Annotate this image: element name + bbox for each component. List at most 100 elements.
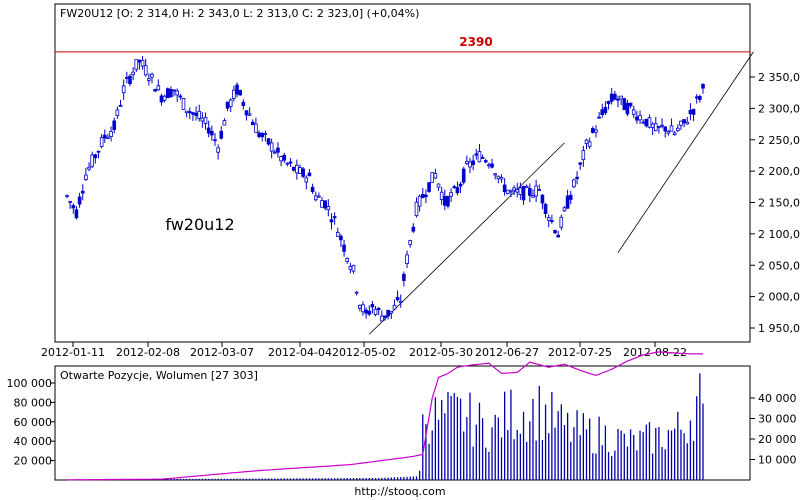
- candle-body: [203, 116, 208, 124]
- candle: [74, 205, 79, 220]
- candle: [581, 145, 586, 167]
- candle-body: [140, 59, 145, 67]
- candle-body: [99, 137, 104, 147]
- candle-body: [443, 195, 447, 206]
- candle-body: [433, 172, 438, 179]
- candle: [345, 257, 350, 264]
- candle: [301, 167, 305, 179]
- candle-body: [187, 111, 192, 113]
- candle: [528, 183, 532, 203]
- candle-body: [635, 116, 639, 121]
- candle-body: [452, 186, 457, 189]
- candle: [505, 189, 510, 195]
- candle-body: [310, 186, 315, 192]
- candle-body: [206, 127, 211, 134]
- candle-body: [578, 162, 583, 165]
- candle: [565, 189, 570, 209]
- candle: [71, 203, 76, 214]
- annotation-box: [160, 210, 254, 238]
- candle-body: [175, 90, 179, 96]
- candle-body: [373, 308, 378, 315]
- candle: [165, 87, 170, 99]
- candle-body: [594, 129, 598, 133]
- candle: [502, 178, 507, 196]
- candle-body: [688, 109, 693, 115]
- candle-body: [354, 291, 359, 294]
- candle-body: [430, 172, 435, 183]
- candle: [562, 206, 567, 212]
- candle: [162, 94, 167, 103]
- candle: [613, 90, 617, 101]
- candle-body: [386, 309, 390, 317]
- candle: [235, 82, 239, 98]
- candle-body: [669, 125, 674, 132]
- candle-body: [225, 101, 230, 109]
- candle: [446, 195, 450, 209]
- candle: [672, 131, 677, 136]
- candle-body: [87, 166, 91, 170]
- candle-body: [266, 138, 271, 145]
- candle: [628, 102, 633, 109]
- candle: [317, 192, 321, 198]
- candle-body: [169, 89, 173, 98]
- candle: [228, 98, 233, 113]
- candle: [682, 119, 686, 128]
- candle-body: [313, 195, 318, 201]
- candle-body: [685, 121, 690, 125]
- price-y-tick-label: 2 050,0: [758, 259, 800, 272]
- candle-body: [162, 95, 167, 101]
- candle: [96, 150, 101, 159]
- candle: [210, 125, 214, 141]
- candle: [339, 234, 343, 247]
- candle-body: [417, 195, 422, 207]
- candle: [213, 133, 217, 146]
- candle: [329, 213, 334, 230]
- candle: [524, 184, 529, 188]
- candle-body: [222, 120, 227, 126]
- candle: [361, 301, 365, 316]
- candle: [65, 194, 69, 199]
- candle-body: [562, 207, 567, 212]
- candle-body: [65, 194, 69, 197]
- candle: [408, 239, 412, 248]
- candle-body: [260, 133, 265, 138]
- candle-body: [653, 123, 658, 132]
- candle-body: [213, 139, 217, 142]
- candle: [433, 168, 438, 179]
- candle: [93, 153, 98, 164]
- candle-body: [458, 183, 463, 187]
- candle-body: [172, 89, 176, 92]
- candle-body: [613, 93, 617, 100]
- candle-body: [622, 98, 627, 111]
- candle-body: [250, 121, 255, 126]
- candle-body: [134, 59, 139, 70]
- candle: [625, 99, 630, 117]
- candle: [417, 194, 422, 212]
- candle-body: [701, 83, 705, 89]
- source-url[interactable]: http://stooq.com: [354, 485, 445, 498]
- candle-body: [499, 177, 504, 180]
- candle: [250, 119, 255, 126]
- price-plot-frame: [54, 3, 751, 343]
- candle: [471, 154, 475, 171]
- candle: [367, 305, 372, 317]
- candle-body: [446, 196, 450, 207]
- candle-body: [165, 88, 170, 99]
- open-interest-line: [67, 351, 703, 481]
- candle-body: [238, 89, 242, 96]
- candle: [616, 95, 620, 108]
- candle-body: [285, 162, 290, 165]
- candle: [559, 214, 564, 231]
- candle-body: [575, 176, 579, 179]
- candle-body: [131, 71, 135, 76]
- candle-body: [228, 99, 233, 107]
- candle-body: [666, 130, 671, 134]
- candle-body: [609, 93, 614, 102]
- candle: [276, 142, 280, 158]
- candle: [383, 315, 387, 321]
- candle-body: [505, 189, 510, 194]
- candle-body: [546, 217, 551, 221]
- candle: [480, 154, 485, 159]
- candle-body: [631, 109, 636, 115]
